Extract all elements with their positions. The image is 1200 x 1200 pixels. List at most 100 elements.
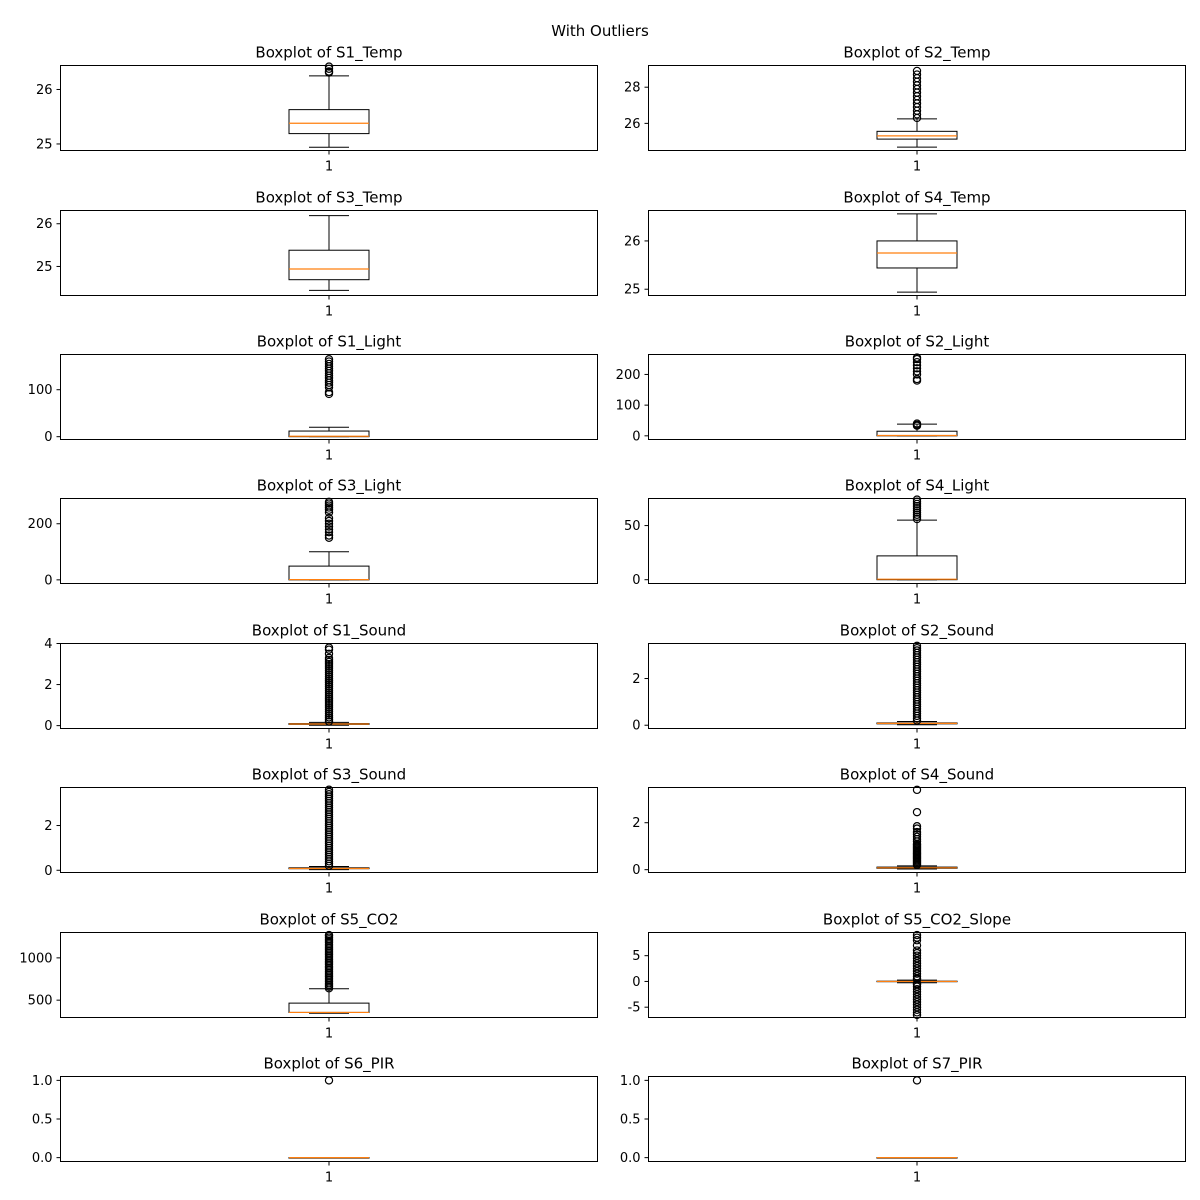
x-tick-label: 1 <box>325 1027 333 1042</box>
figure-suptitle: With Outliers <box>551 22 649 40</box>
x-tick-label: 1 <box>913 593 921 608</box>
outlier-point <box>324 930 334 940</box>
subplot-panel: Boxplot of S1_Sound 0 2 4 1 <box>44 622 598 753</box>
y-tick-label: 25 <box>624 283 641 298</box>
subplot-panel: Boxplot of S4_Temp 25 26 1 <box>624 189 1186 320</box>
x-tick-label: 1 <box>325 1171 333 1186</box>
outlier-point <box>912 499 922 509</box>
y-tick-label: 25 <box>36 260 53 275</box>
subplot-panel: Boxplot of S5_CO2_Slope -5 0 5 1 <box>628 911 1186 1042</box>
y-tick-label: 0 <box>632 573 640 588</box>
outlier-point <box>912 641 922 651</box>
outlier-point <box>912 353 922 362</box>
subplot-panel: Boxplot of S3_Temp 25 26 1 <box>36 189 598 320</box>
y-tick-label: 0 <box>632 719 640 734</box>
outlier-point <box>912 357 922 367</box>
outlier-point <box>912 822 922 831</box>
y-tick-label: 2 <box>44 819 52 834</box>
outlier-point <box>324 787 334 797</box>
outlier-point <box>912 419 922 428</box>
outlier-point <box>324 354 334 364</box>
outlier-point <box>324 513 334 523</box>
outlier-point <box>912 807 922 817</box>
y-tick-label: 200 <box>616 368 641 383</box>
subplot-title: Boxplot of S1_Sound <box>252 622 406 641</box>
iqr-box <box>876 555 958 581</box>
y-tick-label: 0 <box>44 430 52 445</box>
y-tick-label: 500 <box>28 994 53 1009</box>
outlier-point <box>912 512 922 522</box>
subplot-panel: Boxplot of S4_Light 0 50 1 <box>624 477 1186 608</box>
outlier-point <box>324 64 334 73</box>
y-tick-label: 0.0 <box>32 1151 53 1166</box>
y-tick-label: 0 <box>632 863 640 878</box>
y-tick-label: 0 <box>632 429 640 444</box>
outlier-point <box>324 653 334 663</box>
outlier-point <box>324 516 334 526</box>
y-tick-label: 2 <box>632 672 640 687</box>
x-tick-label: 1 <box>325 738 333 753</box>
y-tick-label: 1.0 <box>620 1074 641 1089</box>
outlier-point <box>324 505 334 514</box>
outlier-point <box>324 519 334 528</box>
outlier-point <box>324 649 334 658</box>
outlier-point <box>324 1076 334 1085</box>
outlier-point <box>912 936 922 945</box>
subplot-title: Boxplot of S2_Sound <box>840 622 994 641</box>
y-tick-label: 5 <box>632 949 640 964</box>
outlier-point <box>912 984 922 994</box>
subplot-panel: Boxplot of S1_Temp 25 26 1 <box>36 44 598 175</box>
y-tick-label: 1000 <box>19 951 52 966</box>
y-tick-label: 2 <box>44 678 52 693</box>
outlier-point <box>912 504 922 513</box>
outlier-point <box>324 533 334 542</box>
subplot-panel: Boxplot of S6_PIR 0.0 0.5 1.0 1 <box>32 1055 598 1186</box>
y-tick-label: 200 <box>28 517 53 532</box>
x-tick-label: 1 <box>325 882 333 897</box>
subplot-title: Boxplot of S2_Light <box>845 333 990 352</box>
outlier-point <box>912 643 922 653</box>
outlier-point <box>324 357 334 366</box>
subplot-panel: Boxplot of S2_Sound 0 2 1 <box>632 622 1186 753</box>
outlier-point <box>324 522 334 531</box>
outlier-point <box>912 364 922 373</box>
x-tick-label: 1 <box>913 160 921 175</box>
axes-frame <box>648 1076 1186 1162</box>
outlier-point <box>912 946 922 955</box>
iqr-box <box>288 109 370 135</box>
y-tick-label: 26 <box>624 234 641 249</box>
y-tick-label: 100 <box>28 383 53 398</box>
outlier-point <box>912 646 922 655</box>
y-tick-label: 0 <box>44 573 52 588</box>
outlier-point <box>324 785 334 794</box>
y-tick-label: 0 <box>44 864 52 879</box>
x-tick-label: 1 <box>325 305 333 320</box>
subplot-title: Boxplot of S1_Temp <box>255 44 402 63</box>
subplot-panel: Boxplot of S2_Light 0 100 200 1 <box>616 333 1186 464</box>
y-tick-label: 0 <box>44 719 52 734</box>
subplot-title: Boxplot of S3_Sound <box>252 766 406 785</box>
x-tick-label: 1 <box>913 1027 921 1042</box>
iqr-box <box>876 130 958 140</box>
outlier-point <box>912 951 922 960</box>
subplot-title: Boxplot of S1_Light <box>257 333 402 352</box>
y-tick-label: 26 <box>36 83 53 98</box>
outlier-point <box>324 497 334 507</box>
outlier-point <box>912 506 922 515</box>
outlier-point <box>912 514 922 524</box>
subplot-title: Boxplot of S7_PIR <box>851 1055 982 1074</box>
outlier-point <box>912 501 922 511</box>
x-tick-label: 1 <box>325 449 333 464</box>
y-tick-label: 0.5 <box>32 1113 53 1128</box>
subplot-panel: Boxplot of S3_Light 0 200 1 <box>28 477 598 608</box>
outlier-point <box>912 827 922 837</box>
outlier-point <box>324 790 334 799</box>
y-tick-label: 26 <box>36 217 53 232</box>
subplot-panel: Boxplot of S7_PIR 0.0 0.5 1.0 1 <box>620 1055 1186 1186</box>
outlier-point <box>912 832 922 842</box>
y-tick-label: 28 <box>624 81 641 96</box>
subplot-panel: Boxplot of S4_Sound 0 2 1 <box>632 766 1186 897</box>
outlier-point <box>912 930 922 940</box>
subplot-title: Boxplot of S3_Temp <box>255 189 402 208</box>
y-tick-label: 2 <box>632 816 640 831</box>
